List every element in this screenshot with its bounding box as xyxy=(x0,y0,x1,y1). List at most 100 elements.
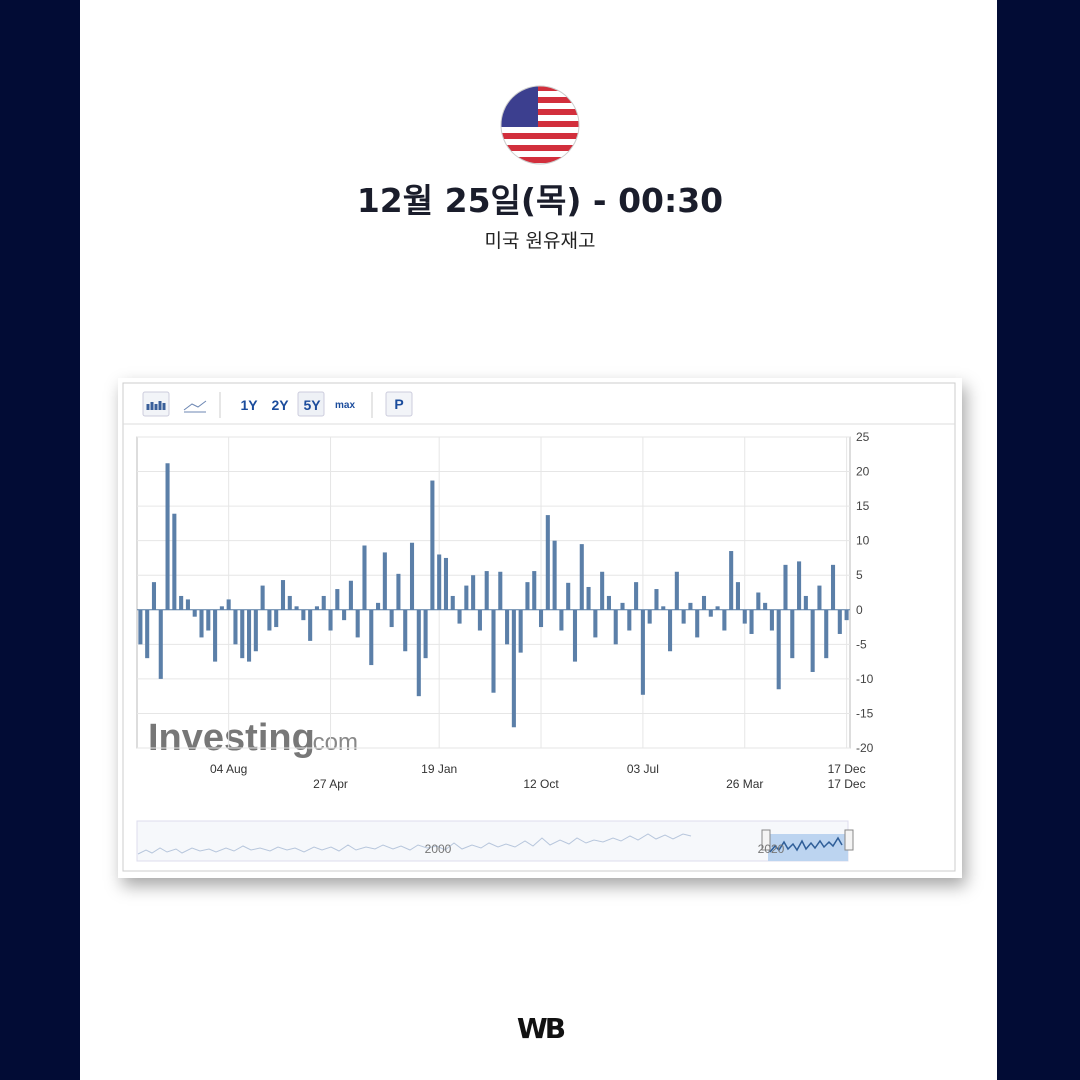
bar xyxy=(477,609,482,631)
bar xyxy=(267,609,272,631)
y-tick-label: -15 xyxy=(856,706,874,720)
y-tick-label: 10 xyxy=(856,534,870,548)
bar xyxy=(824,609,829,659)
bar xyxy=(314,606,319,610)
bar xyxy=(464,585,469,610)
bar xyxy=(443,557,449,610)
bar xyxy=(321,595,326,610)
bar xyxy=(430,480,435,610)
bar xyxy=(369,609,374,666)
bar xyxy=(695,609,700,638)
bar xyxy=(545,515,550,610)
bar xyxy=(837,609,842,634)
bar xyxy=(355,609,360,638)
bar-icon-glyph xyxy=(146,401,166,410)
bar xyxy=(756,592,761,610)
bar xyxy=(647,609,652,624)
range-button[interactable]: max xyxy=(335,400,355,411)
logo: WB xyxy=(516,1012,566,1045)
bar xyxy=(715,606,720,610)
bar xyxy=(538,609,544,628)
bar xyxy=(668,609,673,652)
navigator-line xyxy=(137,833,692,855)
bar xyxy=(579,544,584,610)
bar xyxy=(830,564,836,610)
x-tick-label: 26 Mar xyxy=(726,777,763,791)
bar xyxy=(226,599,231,610)
bar xyxy=(797,561,802,610)
watermark-brand: Investing xyxy=(148,717,315,759)
bar xyxy=(593,609,598,638)
bar xyxy=(280,580,286,610)
bar xyxy=(776,609,781,690)
bar xyxy=(437,554,442,610)
bar xyxy=(158,609,163,679)
x-tick-label: 19 Jan xyxy=(421,762,457,776)
bar xyxy=(627,609,632,631)
range-button[interactable]: 2Y xyxy=(271,397,289,413)
bar xyxy=(301,609,306,621)
bar xyxy=(233,609,238,645)
y-tick-label: 25 xyxy=(856,430,870,444)
bar xyxy=(742,609,747,624)
y-tick-label: 5 xyxy=(856,568,863,582)
bar xyxy=(552,540,557,610)
bar xyxy=(810,609,815,672)
bar xyxy=(179,595,184,610)
bar xyxy=(294,606,299,610)
x-tick-label: 04 Aug xyxy=(210,762,247,776)
line-icon[interactable] xyxy=(183,400,207,413)
bar xyxy=(185,599,190,610)
bar xyxy=(151,582,157,610)
frame xyxy=(122,382,956,872)
bar xyxy=(362,545,367,610)
range-button[interactable]: 5Y xyxy=(303,397,321,413)
navigator-handle[interactable] xyxy=(844,829,854,851)
bar xyxy=(790,609,795,659)
bar xyxy=(701,595,707,610)
bar xyxy=(505,609,510,645)
range-button[interactable]: 1Y xyxy=(240,397,258,413)
y-tick-label: -5 xyxy=(856,637,867,651)
bar xyxy=(247,609,252,662)
bar xyxy=(763,602,768,610)
bar xyxy=(600,571,605,610)
bar xyxy=(729,551,734,610)
bar xyxy=(681,609,686,624)
navigator-label: 2020 xyxy=(758,842,785,856)
bar xyxy=(803,595,808,610)
bar xyxy=(572,609,578,662)
bar xyxy=(749,609,754,634)
bar xyxy=(376,602,381,610)
bar xyxy=(240,609,245,659)
bar xyxy=(335,589,340,610)
bar xyxy=(471,575,476,610)
bar xyxy=(260,585,265,610)
bar xyxy=(634,582,639,610)
bar xyxy=(844,609,849,621)
bar xyxy=(274,609,279,628)
bar xyxy=(661,606,666,610)
bar xyxy=(457,609,462,624)
p-button[interactable]: P xyxy=(394,396,403,412)
bar xyxy=(287,595,292,610)
bar xyxy=(145,609,150,659)
bar xyxy=(423,609,428,659)
bar xyxy=(172,513,177,610)
bar xyxy=(586,586,591,610)
chart: P Investing .com 1Y 2Y 5Y max 2000 2020 -20 -15… xyxy=(122,382,956,872)
date: 12월 25일(목) - 00:30 xyxy=(356,181,724,220)
bar xyxy=(708,609,713,617)
navigator-selection-line xyxy=(769,836,843,853)
us-flag xyxy=(500,85,580,165)
bar xyxy=(213,609,218,662)
bar xyxy=(342,609,347,621)
navigator-handle[interactable] xyxy=(761,829,771,851)
bar xyxy=(396,573,401,610)
bar xyxy=(511,609,516,728)
bar xyxy=(382,552,387,610)
watermark-domain: .com xyxy=(306,729,358,756)
navigator-label: 2000 xyxy=(425,842,452,856)
chart-card: P Investing .com 1Y 2Y 5Y max 2000 2020 -20 -15… xyxy=(118,378,962,878)
